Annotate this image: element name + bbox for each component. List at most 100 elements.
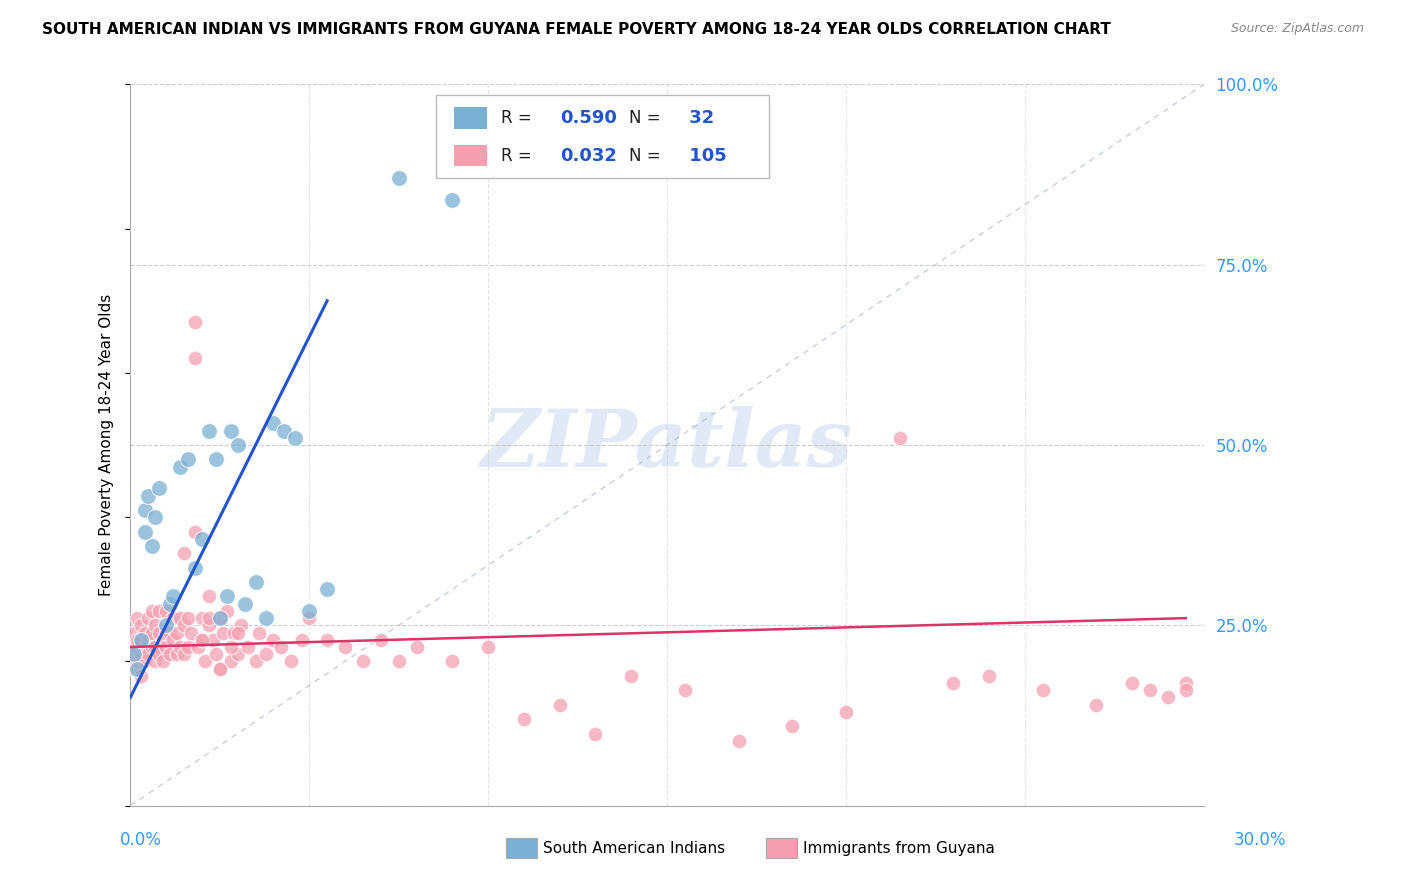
Point (145, 640, 167, 654)
Point (166, 647, 188, 661)
Point (122, 662, 145, 676)
Text: R =: R = (501, 146, 537, 165)
Point (245, 575, 267, 590)
Point (1174, 676, 1197, 690)
Point (316, 582, 339, 597)
Point (208, 662, 231, 676)
Point (780, 719, 803, 733)
Point (176, 452, 198, 467)
Point (162, 590, 184, 604)
Point (1139, 683, 1161, 698)
Point (262, 417, 284, 431)
Point (159, 597, 181, 611)
Point (148, 647, 170, 661)
Point (370, 632, 392, 647)
Point (280, 654, 302, 668)
Text: 30.0%: 30.0% (1234, 831, 1286, 849)
Point (191, 611, 214, 625)
Point (388, 171, 411, 186)
Point (477, 640, 499, 654)
Point (273, 424, 295, 438)
Point (1032, 683, 1054, 698)
Point (198, 590, 221, 604)
Point (162, 632, 184, 647)
FancyBboxPatch shape (454, 145, 486, 167)
Point (145, 654, 167, 668)
Point (129, 669, 152, 683)
Point (194, 654, 217, 668)
Text: 0.032: 0.032 (560, 146, 617, 165)
Point (155, 640, 177, 654)
Point (187, 640, 209, 654)
Text: N =: N = (630, 109, 666, 127)
Point (226, 647, 249, 661)
Point (298, 604, 321, 618)
Point (254, 611, 277, 625)
Point (205, 647, 228, 661)
Point (173, 546, 195, 560)
FancyBboxPatch shape (436, 95, 769, 178)
Point (247, 625, 270, 640)
Point (1121, 676, 1143, 690)
Point (222, 625, 245, 640)
Point (889, 431, 911, 445)
Point (298, 611, 321, 625)
Point (136, 632, 159, 647)
Point (191, 632, 214, 647)
Point (136, 647, 159, 661)
Point (148, 481, 170, 495)
Point (191, 532, 214, 546)
Point (1174, 683, 1197, 698)
Point (122, 625, 145, 640)
Point (245, 654, 267, 668)
Point (173, 618, 195, 632)
Point (176, 611, 198, 625)
Point (585, 726, 607, 740)
Point (134, 503, 156, 517)
Point (316, 632, 339, 647)
Text: R =: R = (501, 109, 537, 127)
Point (141, 625, 163, 640)
Point (977, 669, 1000, 683)
Point (291, 632, 314, 647)
Point (152, 632, 174, 647)
Point (284, 431, 307, 445)
Point (136, 489, 159, 503)
Point (141, 604, 163, 618)
Point (405, 640, 427, 654)
Point (180, 625, 202, 640)
Point (205, 452, 228, 467)
Point (352, 654, 374, 668)
Text: ZIPatlas: ZIPatlas (481, 406, 853, 483)
Point (201, 632, 224, 647)
Point (212, 625, 235, 640)
Point (134, 524, 156, 539)
Text: Source: ZipAtlas.com: Source: ZipAtlas.com (1230, 22, 1364, 36)
Point (673, 683, 696, 698)
Point (441, 193, 464, 207)
Point (184, 351, 207, 366)
Point (262, 632, 284, 647)
Point (727, 733, 749, 747)
Text: 32: 32 (683, 109, 714, 127)
Point (215, 590, 238, 604)
Point (215, 604, 238, 618)
Point (219, 640, 242, 654)
Point (169, 611, 191, 625)
Point (198, 424, 221, 438)
Point (122, 647, 145, 661)
Point (127, 632, 149, 647)
Point (233, 597, 256, 611)
Point (208, 662, 231, 676)
Point (134, 640, 156, 654)
Point (835, 705, 858, 719)
Point (141, 640, 163, 654)
Point (148, 625, 170, 640)
Point (548, 698, 571, 712)
Point (134, 654, 156, 668)
Point (198, 618, 221, 632)
Point (226, 438, 249, 452)
Point (122, 647, 145, 661)
Point (129, 618, 152, 632)
Point (333, 640, 356, 654)
